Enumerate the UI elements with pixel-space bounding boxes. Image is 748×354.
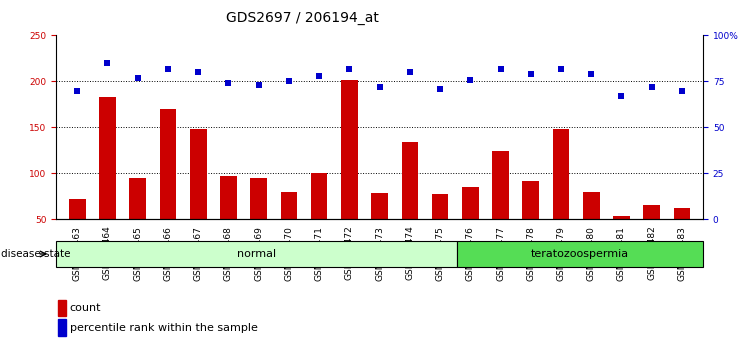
- Bar: [159, 109, 177, 266]
- Bar: [371, 193, 388, 266]
- Text: disease state: disease state: [1, 249, 70, 259]
- Point: [102, 60, 114, 66]
- Point: [222, 80, 234, 86]
- Bar: [220, 176, 237, 266]
- Bar: [613, 216, 630, 266]
- Point: [404, 69, 416, 75]
- Bar: [58, 319, 66, 336]
- Bar: [553, 129, 569, 266]
- Bar: [251, 178, 267, 266]
- Bar: [58, 300, 66, 316]
- Bar: [456, 241, 703, 267]
- Bar: [522, 181, 539, 266]
- Bar: [583, 192, 600, 266]
- Text: normal: normal: [237, 249, 276, 259]
- Bar: [56, 241, 456, 267]
- Bar: [311, 172, 328, 266]
- Point: [646, 84, 657, 90]
- Point: [373, 84, 386, 90]
- Bar: [129, 178, 146, 266]
- Bar: [492, 152, 509, 266]
- Point: [283, 79, 295, 84]
- Bar: [432, 194, 448, 266]
- Bar: [402, 142, 418, 266]
- Point: [434, 86, 446, 92]
- Point: [585, 71, 597, 77]
- Point: [465, 77, 476, 82]
- Text: percentile rank within the sample: percentile rank within the sample: [70, 322, 257, 332]
- Text: GDS2697 / 206194_at: GDS2697 / 206194_at: [226, 11, 378, 25]
- Bar: [190, 129, 206, 266]
- Bar: [462, 187, 479, 266]
- Point: [676, 88, 688, 93]
- Point: [132, 75, 144, 81]
- Point: [162, 66, 174, 72]
- Point: [313, 73, 325, 79]
- Text: count: count: [70, 303, 101, 313]
- Point: [192, 69, 204, 75]
- Point: [494, 66, 506, 72]
- Bar: [643, 205, 660, 266]
- Point: [343, 66, 355, 72]
- Point: [555, 66, 567, 72]
- Bar: [69, 199, 85, 266]
- Bar: [341, 80, 358, 266]
- Point: [253, 82, 265, 88]
- Bar: [280, 192, 297, 266]
- Text: teratozoospermia: teratozoospermia: [531, 249, 629, 259]
- Point: [616, 93, 628, 99]
- Bar: [99, 97, 116, 266]
- Point: [525, 71, 537, 77]
- Bar: [674, 209, 690, 266]
- Point: [71, 88, 83, 93]
